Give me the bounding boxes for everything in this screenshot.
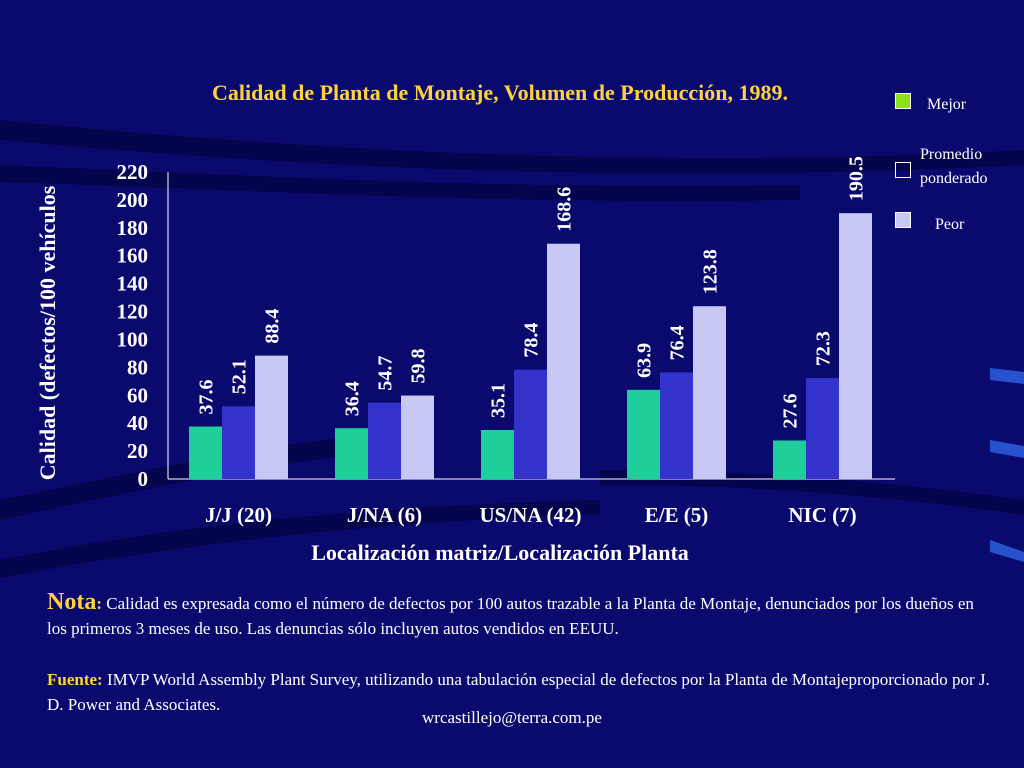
bar-promedio-3 [660, 372, 693, 479]
bar-peor-1 [401, 395, 434, 479]
bar-mejor-4 [773, 440, 806, 479]
legend-label-promedio-line1: Promedio [920, 146, 983, 163]
note-label: Nota [47, 589, 97, 615]
data-label-mejor-2: 35.1 [488, 383, 510, 418]
legend-swatch-mejor [895, 93, 911, 109]
x-axis-label: Localización matriz/Localización Planta [311, 540, 689, 565]
footer-email: wrcastillejo@terra.com.pe [422, 708, 602, 727]
data-label-promedio-0: 52.1 [229, 359, 251, 394]
category-label-0: J/J (20) [205, 503, 272, 527]
bar-mejor-1 [335, 428, 368, 479]
y-tick-label-0: 0 [138, 467, 149, 491]
data-label-promedio-2: 78.4 [521, 323, 543, 358]
data-label-mejor-0: 37.6 [196, 380, 218, 415]
category-label-4: NIC (7) [788, 503, 856, 527]
data-label-mejor-1: 36.4 [342, 381, 364, 416]
category-label-3: E/E (5) [645, 503, 709, 527]
source-label: Fuente: [47, 670, 103, 689]
data-label-peor-1: 59.8 [408, 349, 430, 384]
y-tick-label-160: 160 [117, 244, 149, 268]
y-tick-label-80: 80 [127, 355, 148, 379]
bar-mejor-3 [627, 389, 660, 479]
data-label-mejor-4: 27.6 [780, 393, 802, 428]
data-label-peor-2: 168.6 [554, 187, 576, 232]
bar-promedio-1 [368, 402, 401, 479]
y-tick-label-220: 220 [117, 160, 149, 184]
data-label-promedio-1: 54.7 [375, 356, 397, 391]
bar-promedio-0 [222, 406, 255, 479]
bar-peor-3 [693, 306, 726, 479]
data-label-promedio-4: 72.3 [813, 331, 835, 366]
data-label-peor-3: 123.8 [700, 249, 722, 294]
legend-swatch-peor [895, 212, 911, 228]
note-colon: : [96, 594, 102, 613]
y-tick-label-100: 100 [117, 327, 149, 351]
y-tick-label-40: 40 [127, 411, 148, 435]
bar-promedio-2 [514, 369, 547, 479]
source-text: IMVP World Assembly Plant Survey, utiliz… [47, 670, 990, 714]
data-label-promedio-3: 76.4 [667, 325, 689, 360]
legend-label-promedio-line2: ponderado [920, 170, 988, 187]
category-label-1: J/NA (6) [347, 503, 422, 527]
bar-peor-0 [255, 355, 288, 479]
y-tick-label-200: 200 [117, 188, 149, 212]
bar-mejor-0 [189, 426, 222, 479]
legend-swatch-promedio [895, 162, 911, 178]
note-paragraph: Nota: Calidad es expresada como el númer… [47, 590, 997, 641]
category-label-2: US/NA (42) [479, 503, 581, 527]
y-tick-label-60: 60 [127, 383, 148, 407]
note-text: Calidad es expresada como el número de d… [47, 594, 974, 638]
bar-mejor-2 [481, 430, 514, 479]
legend-label-mejor: Mejor [927, 96, 967, 113]
data-label-mejor-3: 63.9 [634, 343, 656, 378]
data-label-peor-0: 88.4 [262, 309, 284, 344]
y-tick-label-120: 120 [117, 300, 149, 324]
y-axis-label: Calidad (defectos/100 vehículos [35, 185, 60, 481]
y-tick-label-180: 180 [117, 216, 149, 240]
source-paragraph: Fuente: IMVP World Assembly Plant Survey… [47, 667, 997, 717]
bar-promedio-4 [806, 378, 839, 479]
data-label-peor-4: 190.5 [846, 156, 868, 201]
legend-label-peor: Peor [935, 216, 965, 233]
bar-peor-2 [547, 243, 580, 479]
bar-peor-4 [839, 213, 872, 480]
y-tick-label-20: 20 [127, 439, 148, 463]
chart-title: Calidad de Planta de Montaje, Volumen de… [212, 80, 788, 105]
y-tick-label-140: 140 [117, 272, 149, 296]
